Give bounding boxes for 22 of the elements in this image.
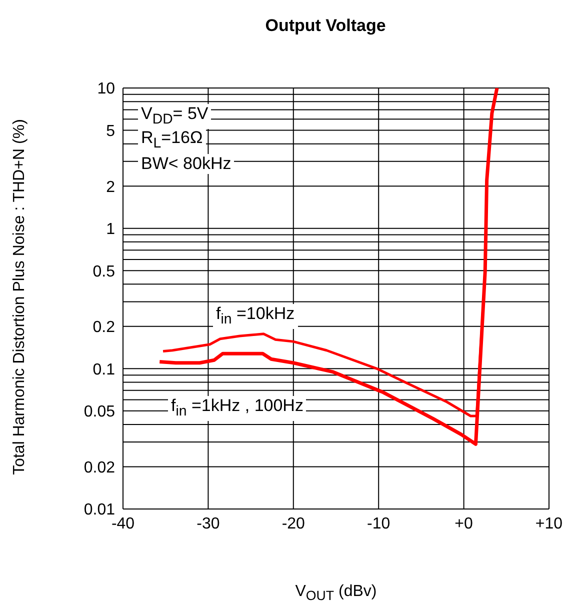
- annotation: R$_{L}$=16Ω: [138, 128, 206, 154]
- annotation: V$_{DD}$= 5V: [138, 104, 212, 130]
- y-tick-label: 0.5: [92, 263, 116, 280]
- y-tick-label: 1: [106, 221, 116, 238]
- x-tick-label: -30: [196, 515, 220, 532]
- annotation: BW< 80kHz: [138, 154, 234, 174]
- x-axis-title: V$_{OUT}$ (dBv): [294, 583, 378, 604]
- y-tick-label: 0.2: [92, 319, 116, 336]
- chart-title: Output Voltage: [264, 16, 387, 36]
- y-tick-label: 2: [106, 178, 116, 196]
- y-tick-label: 5: [106, 122, 116, 140]
- y-tick-label: 0.02: [84, 459, 116, 476]
- x-tick-label: +10: [535, 515, 563, 532]
- y-tick-label: 0.1: [92, 361, 116, 378]
- x-tick-label: -10: [367, 515, 390, 532]
- x-tick-label: +0: [454, 515, 474, 532]
- x-tick-label: -20: [282, 515, 306, 532]
- annotation: f$_{in}$ =10kHz: [213, 304, 298, 330]
- y-tick-label: 10: [97, 80, 116, 98]
- annotation: f$_{in}$ =1kHz , 100Hz: [168, 396, 306, 422]
- y-tick-label: 0.05: [84, 404, 116, 421]
- y-axis-title: Total Harmonic Distortion Plus Noise : THD+N (%): [11, 118, 29, 477]
